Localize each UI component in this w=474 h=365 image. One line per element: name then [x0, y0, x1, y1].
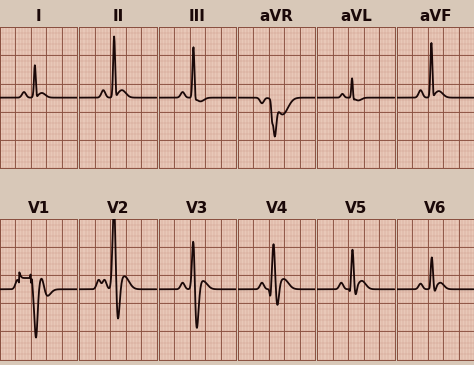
Text: V2: V2	[107, 200, 129, 216]
Text: V3: V3	[186, 200, 209, 216]
Text: aVL: aVL	[340, 9, 372, 24]
Text: I: I	[36, 9, 42, 24]
Text: V5: V5	[345, 200, 367, 216]
Text: V1: V1	[27, 200, 50, 216]
Text: V4: V4	[265, 200, 288, 216]
Text: aVF: aVF	[419, 9, 452, 24]
Text: III: III	[189, 9, 206, 24]
Text: aVR: aVR	[260, 9, 293, 24]
Text: V6: V6	[424, 200, 447, 216]
Text: II: II	[112, 9, 124, 24]
